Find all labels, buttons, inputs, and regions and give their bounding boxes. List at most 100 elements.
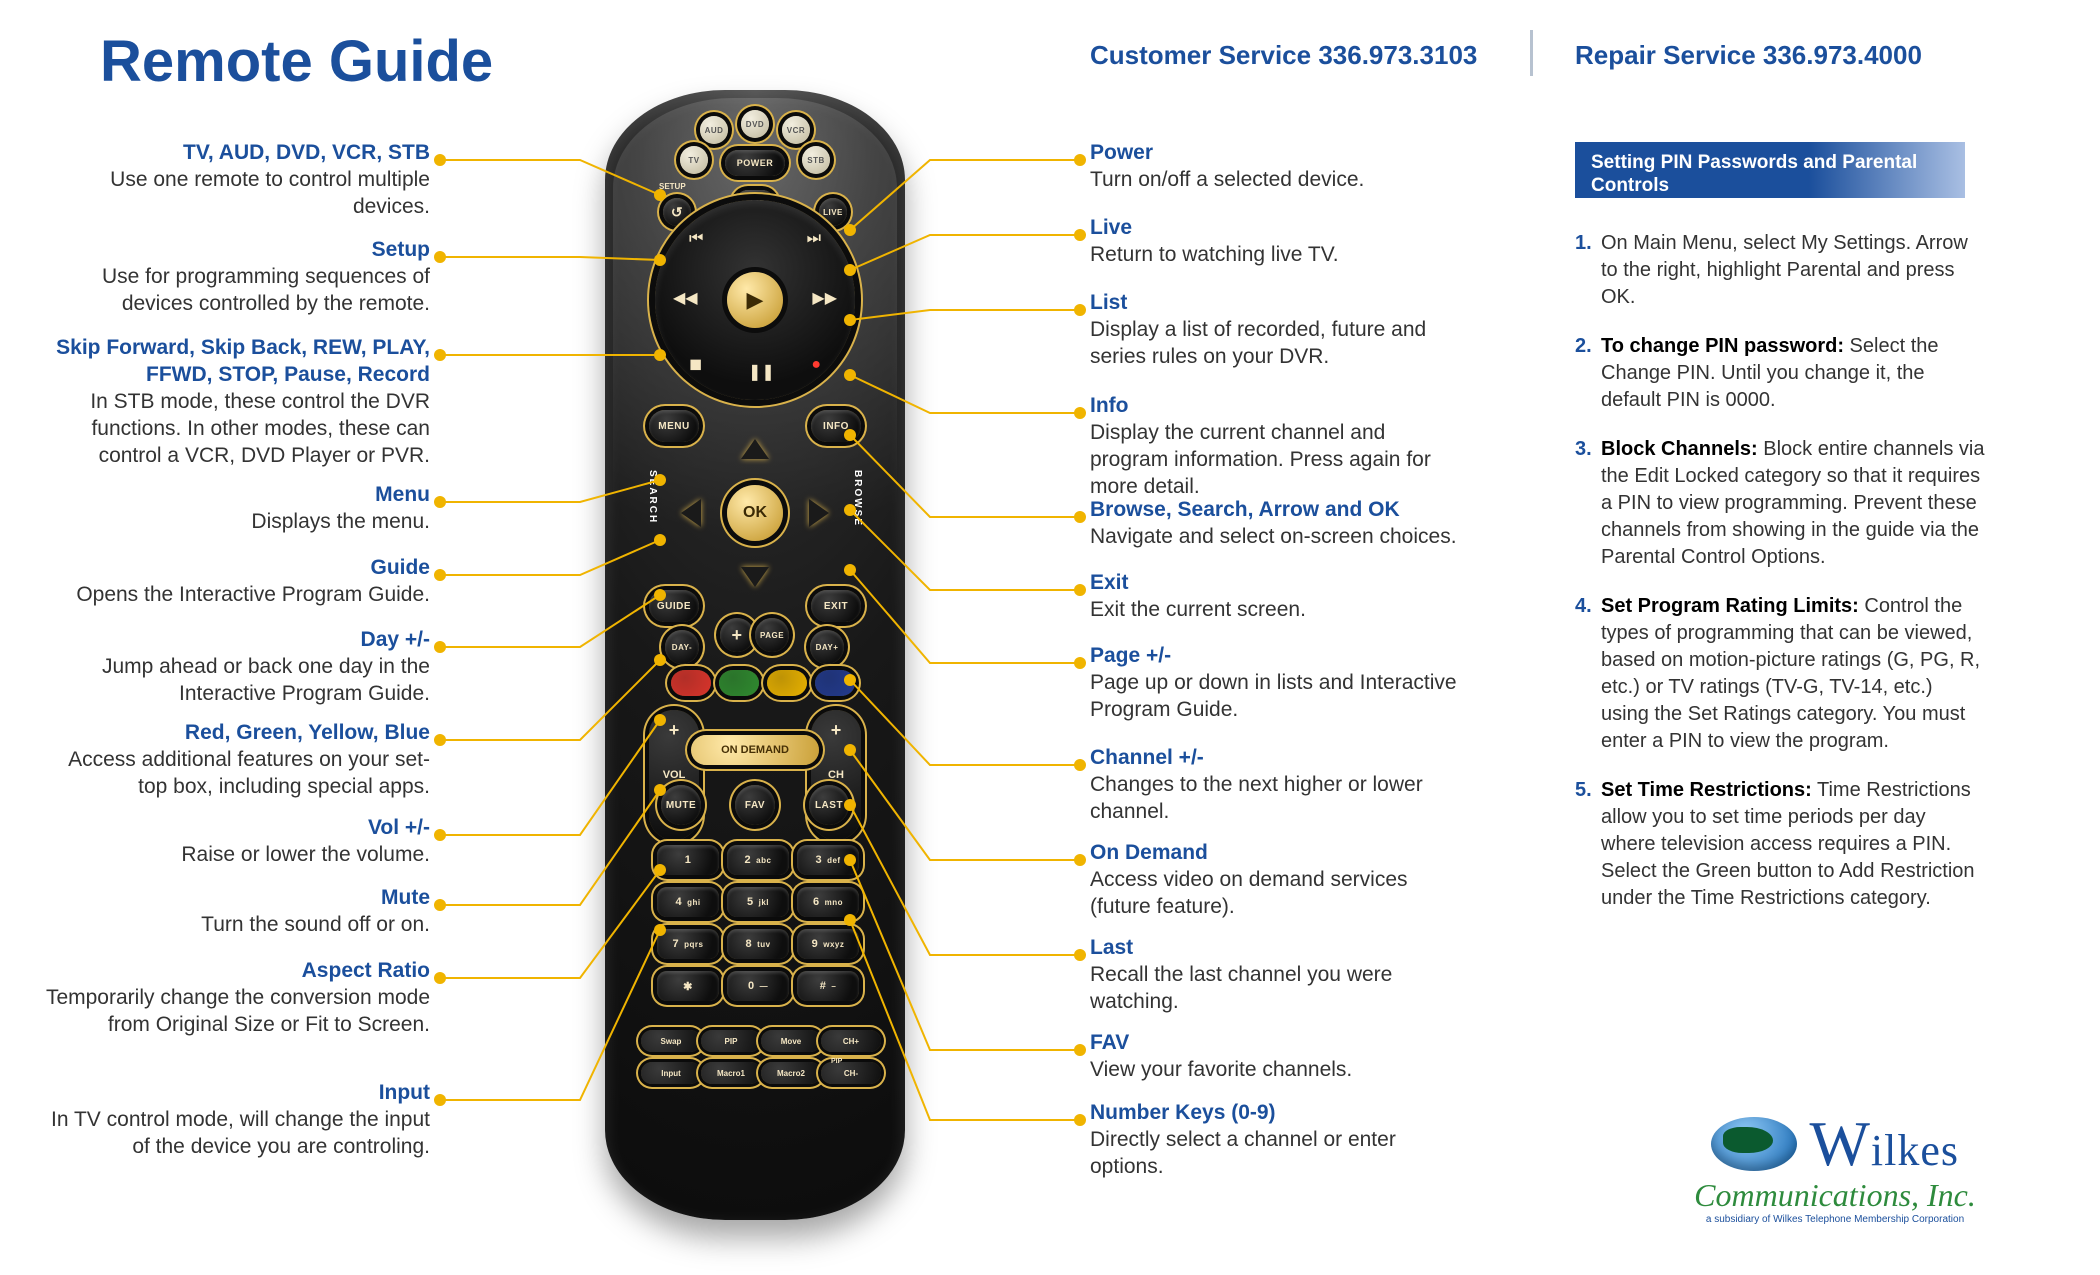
device-dvd: DVD	[741, 110, 769, 138]
wilkes-logo: Wilkes Communications, Inc. a subsidiary…	[1650, 1107, 2020, 1225]
callout-right-5: ExitExit the current screen.	[1090, 570, 1460, 624]
callout-left-7: Vol +/-Raise or lower the volume.	[40, 815, 430, 869]
num-key-8: 8tuv	[727, 929, 789, 959]
globe-icon	[1711, 1117, 1797, 1171]
mute-button: MUTE	[661, 785, 701, 825]
power-button: POWER	[725, 150, 785, 176]
repair-service: Repair Service 336.973.4000	[1575, 40, 1922, 71]
pin-step-3: 3.Block Channels: Block entire channels …	[1575, 436, 1985, 571]
callout-left-1: SetupUse for programming sequences of de…	[40, 237, 430, 318]
pin-instructions: 1.On Main Menu, select My Settings. Arro…	[1575, 230, 1985, 934]
color-key-green	[719, 670, 759, 696]
callout-right-7: Channel +/-Changes to the next higher or…	[1090, 745, 1460, 826]
bottom-key-macro1: Macro1	[701, 1062, 761, 1084]
page-up-icon: +	[720, 618, 754, 652]
vol-label: VOL	[663, 769, 686, 781]
logo-line2: Communications, Inc.	[1650, 1177, 2020, 1214]
day-plus: DAY+	[810, 630, 844, 664]
num-key-5: 5jkl	[727, 887, 789, 917]
callout-left-4: GuideOpens the Interactive Program Guide…	[40, 555, 430, 609]
bottom-key-ch+: CH+	[821, 1030, 881, 1052]
pip-sublabel: PIP	[831, 1058, 842, 1065]
bottom-key-pip: PIP	[701, 1030, 761, 1052]
last-button: LAST	[809, 785, 849, 825]
stop-icon: ◼	[689, 354, 702, 374]
num-key-✱: ✱	[657, 971, 719, 1001]
callout-left-6: Red, Green, Yellow, BlueAccess additiona…	[40, 720, 430, 801]
bottom-key-input: Input	[641, 1062, 701, 1084]
callout-left-10: InputIn TV control mode, will change the…	[40, 1080, 430, 1161]
dpad: OK	[677, 435, 833, 591]
callout-right-6: Page +/-Page up or down in lists and Int…	[1090, 643, 1460, 724]
day-minus: DAY-	[665, 630, 699, 664]
on-demand-button: ON DEMAND	[691, 735, 819, 765]
num-key-0: 0—	[727, 971, 789, 1001]
play-icon: ▶	[727, 272, 783, 328]
pin-step-1: 1.On Main Menu, select My Settings. Arro…	[1575, 230, 1985, 311]
device-aud: AUD	[700, 116, 728, 144]
callout-left-0: TV, AUD, DVD, VCR, STBUse one remote to …	[40, 140, 430, 221]
bottom-key-swap: Swap	[641, 1030, 701, 1052]
callout-right-4: Browse, Search, Arrow and OKNavigate and…	[1090, 497, 1460, 551]
ok-button: OK	[727, 485, 783, 541]
color-key-red	[671, 670, 711, 696]
pin-step-4: 4.Set Program Rating Limits: Control the…	[1575, 593, 1985, 755]
ffwd-icon: ▶▶	[812, 288, 837, 308]
bottom-key-macro2: Macro2	[761, 1062, 821, 1084]
device-vcr: VCR	[782, 116, 810, 144]
page-label: PAGE	[755, 618, 789, 652]
num-key-#: #–	[797, 971, 859, 1001]
search-label: SEARCH	[647, 470, 658, 524]
color-key-yellow	[767, 670, 807, 696]
skip-back-icon: ⏮	[689, 230, 703, 248]
callout-right-9: LastRecall the last channel you were wat…	[1090, 935, 1460, 1016]
header-divider	[1530, 30, 1533, 76]
record-icon: ●	[811, 356, 821, 374]
playback-ring: ⏮ ⏭ ◀◀ ▶▶ ◼ ❚❚ ● ▶	[655, 200, 855, 400]
skip-fwd-icon: ⏭	[807, 230, 821, 248]
arrow-right-icon	[809, 499, 829, 527]
callout-left-5: Day +/-Jump ahead or back one day in the…	[40, 627, 430, 708]
setup-label: SETUP	[659, 182, 686, 191]
exit-button: EXIT	[811, 590, 861, 622]
plus-icon: +	[669, 720, 680, 741]
num-key-4: 4ghi	[657, 887, 719, 917]
device-tv: TV	[680, 146, 708, 174]
callout-right-0: PowerTurn on/off a selected device.	[1090, 140, 1460, 194]
pause-icon: ❚❚	[748, 362, 775, 382]
callout-right-1: LiveReturn to watching live TV.	[1090, 215, 1460, 269]
callout-right-3: InfoDisplay the current channel and prog…	[1090, 393, 1460, 501]
callout-right-10: FAVView your favorite channels.	[1090, 1030, 1460, 1084]
arrow-down-icon	[741, 567, 769, 587]
logo-name: Wilkes	[1809, 1107, 1959, 1181]
ch-label: CH	[828, 769, 844, 781]
pin-step-5: 5.Set Time Restrictions: Time Restrictio…	[1575, 777, 1985, 912]
callout-right-11: Number Keys (0-9)Directly select a chann…	[1090, 1100, 1460, 1181]
guide-button: GUIDE	[649, 590, 699, 622]
skip-back-icon: ↺	[663, 198, 691, 226]
arrow-up-icon	[741, 439, 769, 459]
callout-left-8: MuteTurn the sound off or on.	[40, 885, 430, 939]
callout-left-2: Skip Forward, Skip Back, REW, PLAY, FFWD…	[40, 335, 430, 469]
num-key-2: 2abc	[727, 845, 789, 875]
callout-right-8: On DemandAccess video on demand services…	[1090, 840, 1460, 921]
remote-illustration: AUD DVD VCR TV STB POWER SETUP ↺ LIST LI…	[605, 90, 905, 1220]
arrow-left-icon	[681, 499, 701, 527]
bottom-key-move: Move	[761, 1030, 821, 1052]
bottom-key-ch-: CH-	[821, 1062, 881, 1084]
num-key-9: 9wxyz	[797, 929, 859, 959]
logo-sub: a subsidiary of Wilkes Telephone Members…	[1650, 1214, 2020, 1225]
rewind-icon: ◀◀	[673, 288, 698, 308]
callout-right-2: ListDisplay a list of recorded, future a…	[1090, 290, 1460, 371]
num-key-7: 7pqrs	[657, 929, 719, 959]
page-title: Remote Guide	[100, 28, 493, 95]
plus-icon: +	[831, 720, 842, 741]
callout-left-3: MenuDisplays the menu.	[40, 482, 430, 536]
fav-button: FAV	[735, 785, 775, 825]
live-button: LIVE	[819, 198, 847, 226]
pin-step-2: 2.To change PIN password: Select the Cha…	[1575, 333, 1985, 414]
browse-label: BROWSE	[852, 470, 863, 527]
num-key-6: 6mno	[797, 887, 859, 917]
callout-left-9: Aspect RatioTemporarily change the conve…	[40, 958, 430, 1039]
customer-service: Customer Service 336.973.3103	[1090, 40, 1477, 71]
